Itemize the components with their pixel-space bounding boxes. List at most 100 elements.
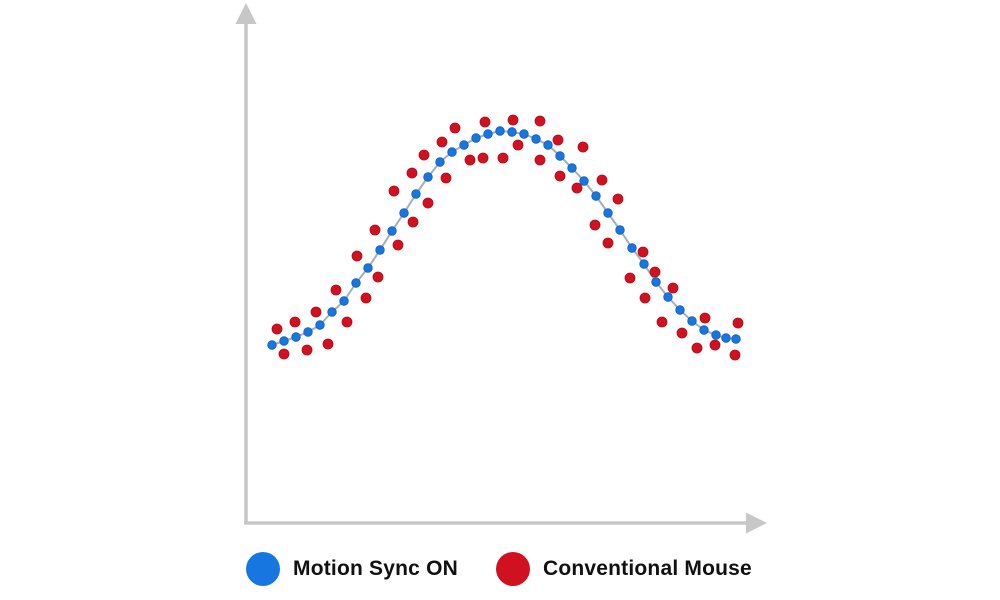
conventional-mouse-dot — [289, 316, 301, 328]
conventional-mouse-dot — [699, 312, 711, 324]
conventional-mouse-swatch-icon — [495, 552, 530, 586]
conventional-mouse-dot — [709, 339, 721, 351]
motion-sync-on-swatch-icon — [246, 552, 280, 586]
conventional-mouse-dot — [602, 237, 614, 249]
motion-sync-on-dot — [651, 277, 661, 287]
conventional-mouse-dot — [477, 152, 489, 164]
motion-sync-on-dot — [315, 320, 325, 330]
motion-sync-on-dot — [721, 333, 731, 343]
conventional-mouse-dot — [624, 272, 636, 284]
conventional-mouse-dot — [729, 349, 741, 361]
conventional-mouse-dot — [649, 266, 661, 278]
conventional-mouse-dot — [449, 122, 461, 134]
conventional-mouse-dot — [479, 116, 491, 128]
legend: Motion Sync ON Conventional Mouse — [246, 552, 752, 586]
conventional-mouse-dot — [440, 172, 452, 184]
conventional-mouse-dot — [512, 139, 524, 151]
legend-item-conventional-mouse: Conventional Mouse — [495, 552, 752, 586]
conventional-mouse-dot — [534, 115, 546, 127]
conventional-mouse-dot — [577, 141, 589, 153]
motion-sync-on-dot — [411, 189, 421, 199]
motion-sync-on-dot — [555, 151, 565, 161]
x-axis-arrow-icon — [746, 512, 767, 534]
conventional-mouse-dot — [406, 167, 418, 179]
motion-sync-on-dot — [531, 134, 541, 144]
conventional-mouse-dot — [271, 323, 283, 335]
conventional-mouse-dot — [341, 316, 353, 328]
motion-sync-on-dot — [663, 292, 673, 302]
conventional-mouse-dot — [639, 292, 651, 304]
motion-sync-on-dot — [579, 176, 589, 186]
conventional-mouse-dot — [310, 306, 322, 318]
motion-sync-on-dot — [627, 243, 637, 253]
motion-sync-on-dot — [675, 305, 685, 315]
motion-sync-on-dot — [327, 307, 337, 317]
conventional-mouse-dot — [372, 271, 384, 283]
motion-sync-on-dot — [267, 340, 277, 350]
motion-sync-on-dot — [471, 133, 481, 143]
motion-sync-on-dot — [699, 325, 709, 335]
conventional-mouse-dot — [732, 317, 744, 329]
motion-sync-on-dot — [447, 147, 457, 157]
conventional-mouse-dot — [351, 250, 363, 262]
legend-item-motion-sync-on: Motion Sync ON — [246, 552, 458, 586]
conventional-mouse-dot — [596, 174, 608, 186]
conventional-mouse-dot — [507, 114, 519, 126]
conventional-mouse-group — [271, 114, 744, 361]
motion-sync-on-dot — [567, 163, 577, 173]
conventional-mouse-dot — [418, 149, 430, 161]
motion-sync-on-trend-line — [271, 130, 737, 346]
conventional-mouse-dot — [422, 197, 434, 209]
motion-sync-on-dot — [339, 296, 349, 306]
conventional-mouse-dot — [552, 134, 564, 146]
conventional-mouse-dot — [534, 154, 546, 166]
motion-sync-on-dot — [279, 336, 289, 346]
motion-sync-on-dot — [615, 225, 625, 235]
conventional-mouse-dot — [330, 284, 342, 296]
conventional-mouse-dot — [589, 219, 601, 231]
conventional-mouse-dot — [612, 193, 624, 205]
motion-sync-on-dot — [363, 263, 373, 273]
motion-sync-on-dot — [687, 316, 697, 326]
conventional-mouse-dot — [691, 342, 703, 354]
motion-sync-on-dot — [519, 129, 529, 139]
motion-sync-on-group — [267, 126, 741, 350]
conventional-mouse-dot — [656, 316, 668, 328]
motion-sync-on-dot — [731, 334, 741, 344]
motion-sync-on-dot — [351, 278, 361, 288]
conventional-mouse-dot — [497, 152, 509, 164]
motion-sync-on-dot — [423, 172, 433, 182]
motion-sync-on-dot — [291, 332, 301, 342]
motion-sync-on-dot — [591, 191, 601, 201]
conventional-mouse-dot — [322, 338, 334, 350]
conventional-mouse-dot — [388, 185, 400, 197]
legend-label-conventional-mouse: Conventional Mouse — [542, 557, 752, 580]
conventional-mouse-dot — [436, 136, 448, 148]
motion-sync-on-dot — [375, 245, 385, 255]
trend-line-group — [271, 130, 737, 346]
motion-sync-on-dot — [711, 330, 721, 340]
motion-sync-on-dot — [495, 126, 505, 136]
motion-sync-on-dot — [483, 129, 493, 139]
y-axis — [235, 3, 257, 523]
conventional-mouse-dot — [554, 170, 566, 182]
motion-sync-on-dot — [543, 140, 553, 150]
conventional-mouse-dot — [676, 327, 688, 339]
conventional-mouse-dot — [392, 239, 404, 251]
motion-sync-on-dot — [303, 327, 313, 337]
conventional-mouse-dot — [278, 348, 290, 360]
motion-sync-on-dot — [435, 157, 445, 167]
y-axis-arrow-icon — [235, 3, 257, 24]
conventional-mouse-dot — [637, 246, 649, 258]
motion-sync-on-dot — [399, 208, 409, 218]
motion-sync-on-dot — [459, 140, 469, 150]
motion-sync-on-dot — [603, 208, 613, 218]
x-axis — [244, 512, 767, 534]
motion-sync-on-dot — [639, 259, 649, 269]
conventional-mouse-dot — [369, 224, 381, 236]
conventional-mouse-dot — [464, 154, 476, 166]
conventional-mouse-dot — [360, 292, 372, 304]
legend-label-motion-sync-on: Motion Sync ON — [293, 557, 458, 580]
